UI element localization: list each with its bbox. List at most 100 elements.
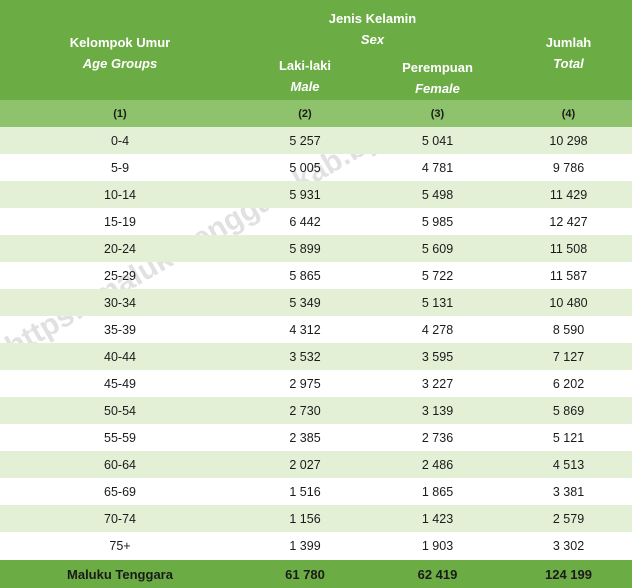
column-number: (3) [430,107,445,120]
total-cell: 7 127 [552,349,585,364]
table-row: 75+ 1 399 1 903 3 302 [0,532,632,559]
total-female: 62 419 [417,566,458,582]
sex-header-en: Sex [360,32,385,47]
male-cell: 5 349 [289,295,321,310]
table-row: 40-44 3 532 3 595 7 127 [0,343,632,370]
age-group-header-en: Age Groups [82,56,158,71]
table-body: 0-4 5 257 5 041 10 298 5-9 5 005 4 781 9 786 10-… [0,127,632,559]
age-cell: 5-9 [110,160,130,175]
age-cell: 20-24 [104,241,136,256]
table-row: 70-74 1 156 1 423 2 579 [0,505,632,532]
age-cell: 55-59 [104,430,136,445]
age-cell: 60-64 [104,457,136,472]
total-cell: 12 427 [549,214,588,229]
age-cell: 65-69 [104,484,136,499]
female-header-en: Female [415,81,460,96]
age-cell: 50-54 [104,403,136,418]
male-cell: 2 975 [289,376,321,391]
male-cell: 5 899 [289,241,321,256]
column-number: (2) [298,107,312,120]
table-row: 25-29 5 865 5 722 11 587 [0,262,632,289]
total-header-en: Total [553,56,584,71]
female-cell: 5 498 [421,187,454,202]
table-row: 50-54 2 730 3 139 5 869 [0,397,632,424]
male-cell: 1 399 [289,538,321,553]
age-cell: 75+ [109,538,131,553]
total-cell: 5 121 [552,430,585,445]
age-cell: 10-14 [104,187,136,202]
male-header: Laki-laki [278,58,332,73]
total-label: Maluku Tenggara [67,566,173,582]
female-cell: 4 278 [421,322,454,337]
female-cell: 1 903 [421,538,454,553]
male-cell: 2 730 [289,403,321,418]
table-row: 65-69 1 516 1 865 3 381 [0,478,632,505]
age-cell: 40-44 [104,349,136,364]
total-cell: 2 579 [552,511,585,526]
male-cell: 6 442 [289,214,321,229]
sex-header: Jenis Kelamin [328,11,417,26]
female-cell: 5 131 [421,295,454,310]
age-cell: 45-49 [104,376,136,391]
table-row: 15-19 6 442 5 985 12 427 [0,208,632,235]
female-cell: 5 985 [421,214,454,229]
female-cell: 4 781 [421,160,454,175]
total-cell: 3 302 [552,538,585,553]
male-cell: 5 865 [289,268,321,283]
male-cell: 3 532 [289,349,321,364]
age-cell: 15-19 [104,214,136,229]
age-cell: 0-4 [110,133,130,148]
table-row: 10-14 5 931 5 498 11 429 [0,181,632,208]
table-row: 0-4 5 257 5 041 10 298 [0,127,632,154]
female-cell: 3 227 [421,376,454,391]
total-cell: 10 298 [549,133,588,148]
female-cell: 5 041 [421,133,454,148]
total-male: 61 780 [285,566,325,582]
female-cell: 5 722 [421,268,454,283]
table-row: 20-24 5 899 5 609 11 508 [0,235,632,262]
total-cell: 11 429 [549,187,588,202]
total-cell: 9 786 [552,160,585,175]
female-cell: 5 609 [421,241,454,256]
female-cell: 3 595 [421,349,454,364]
male-cell: 5 931 [289,187,321,202]
column-number-row: (1) (2) (3) (4) [0,100,632,127]
male-cell: 5 257 [289,133,321,148]
total-cell: 3 381 [552,484,585,499]
female-cell: 2 486 [421,457,454,472]
total-cell: 11 508 [549,241,588,256]
total-cell: 6 202 [552,376,585,391]
age-cell: 30-34 [104,295,136,310]
age-group-header: Kelompok Umur [69,35,171,50]
female-header: Perempuan [402,60,473,75]
total-cell: 11 587 [549,268,588,283]
table-row: 55-59 2 385 2 736 5 121 [0,424,632,451]
total-cell: 4 513 [552,457,585,472]
table-row: 30-34 5 349 5 131 10 480 [0,289,632,316]
table-header: Kelompok Umur Age Groups Jenis Kelamin S… [0,0,632,100]
table-row: 35-39 4 312 4 278 8 590 [0,316,632,343]
male-cell: 2 385 [289,430,321,445]
total-header: Jumlah [545,35,592,50]
male-cell: 2 027 [289,457,321,472]
female-cell: 1 865 [421,484,454,499]
table-row: 5-9 5 005 4 781 9 786 [0,154,632,181]
age-cell: 35-39 [104,322,136,337]
age-cell: 25-29 [104,268,136,283]
male-cell: 1 156 [289,511,321,526]
female-cell: 3 139 [421,403,454,418]
male-cell: 1 516 [289,484,321,499]
male-cell: 4 312 [289,322,321,337]
total-row: Maluku Tenggara 61 780 62 419 124 199 [0,560,632,588]
total-cell: 5 869 [552,403,585,418]
male-header-en: Male [290,79,320,94]
total-cell: 8 590 [552,322,585,337]
male-cell: 5 005 [289,160,321,175]
total-cell: 10 480 [549,295,588,310]
age-cell: 70-74 [104,511,136,526]
table-row: 45-49 2 975 3 227 6 202 [0,370,632,397]
total-total: 124 199 [545,566,592,582]
female-cell: 2 736 [421,430,454,445]
column-number: (4) [561,107,576,120]
